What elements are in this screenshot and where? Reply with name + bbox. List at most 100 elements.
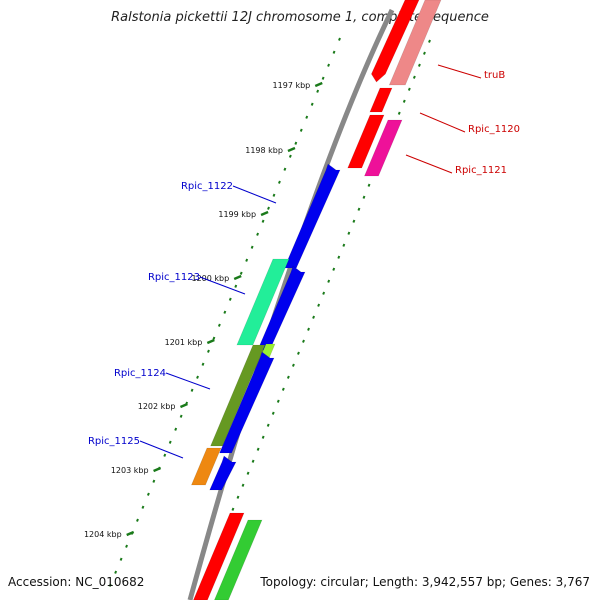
scale-dot bbox=[261, 219, 265, 223]
scale-dot bbox=[201, 362, 205, 366]
scale-dot-outer bbox=[428, 39, 431, 43]
scale-dot-outer bbox=[332, 267, 336, 271]
scale-dot bbox=[125, 544, 128, 548]
kbp-label: 1203 kbp bbox=[111, 466, 149, 475]
kbp-tick-mark bbox=[153, 466, 162, 473]
label-leader bbox=[199, 276, 246, 295]
scale-dot bbox=[321, 76, 325, 80]
scale-dot bbox=[278, 180, 281, 184]
gene-label: Rpic_1122 bbox=[181, 181, 233, 192]
scale-dot-outer bbox=[423, 51, 426, 55]
map-title: Ralstonia pickettii 12J chromosome 1, co… bbox=[111, 10, 489, 25]
kbp-label: 1198 kbp bbox=[245, 146, 283, 155]
gene-red-2 bbox=[347, 114, 385, 169]
kbp-label: 1199 kbp bbox=[218, 210, 256, 219]
scale-dot bbox=[250, 245, 254, 249]
scale-dot bbox=[223, 310, 227, 314]
scale-dot bbox=[316, 89, 320, 93]
label-leader bbox=[232, 185, 277, 204]
scale-dot-outer bbox=[417, 63, 421, 67]
topology-text: Topology: circular; Length: 3,942,557 bp… bbox=[260, 575, 590, 589]
gene-Rpic_1125 bbox=[191, 447, 222, 486]
scale-dot-outer bbox=[241, 483, 245, 487]
gene-Rpic_1121 bbox=[364, 119, 403, 177]
kbp-tick-mark bbox=[260, 210, 269, 217]
chromosome-backbone bbox=[187, 8, 395, 600]
gene-Rpic_1123 bbox=[236, 258, 290, 346]
label-leader bbox=[405, 154, 453, 174]
scale-dot-outer bbox=[402, 99, 406, 103]
scale-dot bbox=[327, 63, 331, 67]
gene-label: Rpic_1124 bbox=[114, 368, 166, 379]
scale-dot bbox=[239, 271, 243, 275]
scale-dot-outer bbox=[407, 87, 411, 91]
scale-dot-outer bbox=[251, 459, 255, 463]
kbp-label: 1201 kbp bbox=[165, 338, 203, 347]
gene-label: Rpic_1123 bbox=[148, 272, 200, 283]
scale-dot-outer bbox=[256, 447, 260, 451]
scale-dot-outer bbox=[291, 363, 295, 367]
label-leader bbox=[419, 112, 466, 133]
kbp-label: 1204 kbp bbox=[84, 530, 122, 539]
gene-blue-3 bbox=[219, 351, 275, 454]
scale-dot-outer bbox=[266, 423, 270, 427]
scale-dot bbox=[288, 154, 292, 158]
scale-dot-outer bbox=[337, 255, 341, 259]
scale-dot-outer bbox=[276, 399, 280, 403]
scale-dot-outer bbox=[327, 279, 331, 283]
scale-dot-outer bbox=[286, 375, 290, 379]
kbp-label: 1200 kbp bbox=[191, 274, 229, 283]
scale-dot-outer bbox=[307, 327, 310, 331]
scale-dot-outer bbox=[246, 471, 250, 475]
scale-dot bbox=[174, 427, 178, 431]
scale-dot bbox=[114, 570, 118, 574]
kbp-label: 1202 kbp bbox=[138, 402, 176, 411]
scale-dot bbox=[119, 557, 123, 561]
kbp-tick-mark bbox=[287, 146, 296, 153]
scale-dot bbox=[267, 206, 270, 210]
gene-red-bottom bbox=[193, 512, 245, 600]
kbp-tick-mark bbox=[206, 338, 215, 345]
scale-dot-outer bbox=[261, 435, 265, 439]
gene-label: Rpic_1121 bbox=[455, 165, 507, 176]
scale-dot bbox=[207, 349, 210, 353]
scale-dot bbox=[168, 440, 172, 444]
scale-dot bbox=[163, 453, 167, 457]
gene-truB-pale bbox=[388, 0, 442, 86]
scale-dot-outer bbox=[357, 207, 361, 211]
kbp-label: 1197 kbp bbox=[273, 81, 311, 90]
scale-dot-outer bbox=[342, 243, 346, 247]
scale-dot bbox=[179, 414, 183, 418]
scale-dot bbox=[152, 479, 156, 483]
scale-dot bbox=[283, 167, 287, 171]
kbp-tick-mark bbox=[179, 402, 188, 409]
scale-dot-outer bbox=[412, 75, 416, 79]
scale-dot-outer bbox=[281, 387, 285, 391]
scale-dot bbox=[310, 102, 314, 106]
scale-dot bbox=[108, 583, 112, 587]
scale-dot bbox=[305, 115, 309, 119]
scale-dot-outer bbox=[231, 507, 235, 511]
scale-dot-outer bbox=[271, 411, 275, 415]
scale-dot bbox=[217, 323, 221, 327]
scale-dot-outer bbox=[312, 315, 316, 319]
scale-dot bbox=[228, 297, 232, 301]
scale-dot bbox=[136, 518, 139, 522]
gene-truB-block bbox=[371, 0, 420, 83]
kbp-tick-mark bbox=[314, 81, 323, 88]
accession-text: Accession: NC_010682 bbox=[8, 575, 145, 589]
gene-label: Rpic_1125 bbox=[88, 436, 140, 447]
scale-dot bbox=[141, 505, 145, 509]
scale-dot bbox=[332, 50, 336, 54]
gene-green-bottom bbox=[214, 519, 263, 600]
gene-blue-4 bbox=[209, 455, 237, 491]
scale-dot-outer bbox=[367, 183, 371, 187]
scale-dot-outer bbox=[362, 195, 366, 199]
kbp-tick-mark bbox=[233, 274, 242, 281]
scale-dot-outer bbox=[347, 231, 351, 235]
scale-dot-outer bbox=[236, 495, 240, 499]
gene-Rpic_1122 bbox=[283, 163, 341, 269]
scale-dot-outer bbox=[352, 219, 356, 223]
label-leader bbox=[139, 440, 184, 459]
